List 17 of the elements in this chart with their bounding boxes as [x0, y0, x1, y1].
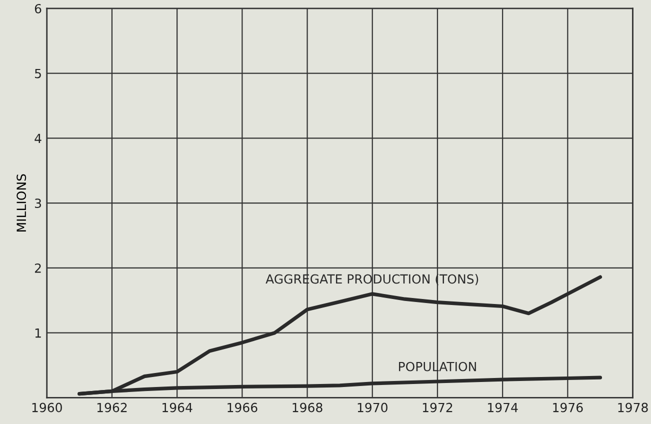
x-tick-label: 1964 — [162, 402, 192, 412]
x-tick-label: 1962 — [97, 402, 127, 412]
x-tick-label: 1970 — [358, 402, 388, 412]
y-tick-label: 1 — [35, 328, 41, 338]
x-tick-label: 1974 — [488, 402, 518, 412]
y-tick-label: 4 — [34, 134, 42, 143]
y-tick-label: 5 — [35, 68, 41, 78]
y-tick-label: 2 — [34, 263, 41, 273]
x-tick-label: 1976 — [553, 402, 583, 412]
y-tick-label: 6 — [34, 4, 42, 14]
x-tick-label: 1972 — [422, 402, 452, 412]
x-tick-label: 1978 — [618, 402, 648, 412]
x-tick-label: 1960 — [32, 402, 62, 412]
x-tick-label: 1966 — [228, 402, 258, 412]
x-tick-label: 1968 — [292, 402, 322, 412]
y-tick-label: 3 — [35, 198, 42, 208]
y-axis-title: MILLIONS — [16, 174, 26, 232]
